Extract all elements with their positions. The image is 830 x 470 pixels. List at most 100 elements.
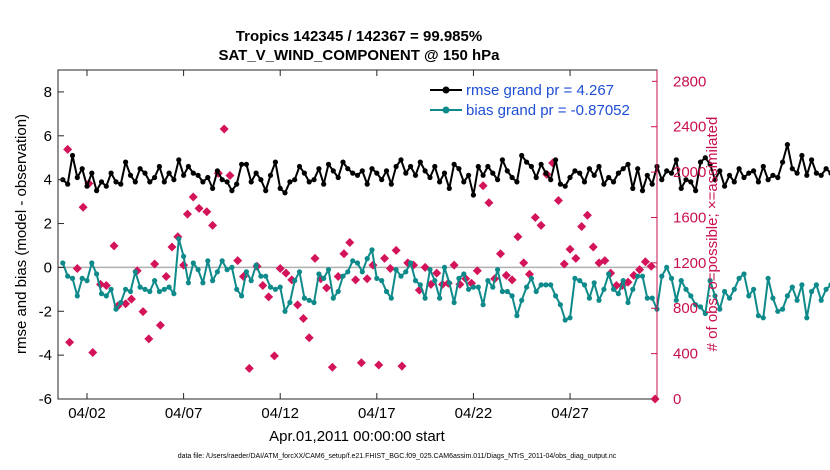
rmse-point bbox=[263, 188, 269, 194]
rmse-point bbox=[451, 161, 457, 167]
bias-point bbox=[263, 273, 269, 279]
obs-count-point bbox=[225, 171, 235, 181]
rmse-point bbox=[784, 142, 791, 148]
bias-point bbox=[813, 282, 820, 288]
rmse-point bbox=[239, 161, 245, 167]
legend-box bbox=[426, 78, 652, 120]
rmse-point bbox=[79, 166, 85, 172]
rmse-point bbox=[519, 152, 525, 159]
bias-point bbox=[490, 284, 496, 290]
bias-point bbox=[610, 286, 617, 292]
rmse-series bbox=[60, 142, 830, 198]
y-right-tick-label: 2400 bbox=[673, 119, 706, 136]
obs-count-point bbox=[640, 257, 650, 267]
bias-point bbox=[717, 306, 723, 312]
rmse-point bbox=[403, 170, 409, 176]
rmse-point bbox=[364, 181, 370, 187]
rmse-point bbox=[760, 163, 766, 170]
obs-count-point bbox=[432, 268, 442, 278]
obs-count-point bbox=[420, 262, 430, 272]
bias-point bbox=[205, 258, 211, 264]
obs-count-point bbox=[577, 222, 587, 232]
obs-count-point bbox=[519, 258, 529, 268]
rmse-point bbox=[422, 168, 428, 174]
rmse-point bbox=[722, 183, 728, 189]
bias-point bbox=[818, 297, 824, 303]
bias-point bbox=[697, 304, 704, 310]
obs-count-point bbox=[167, 242, 177, 252]
rmse-point bbox=[412, 172, 419, 178]
bias-point bbox=[147, 288, 153, 295]
obs-count-point bbox=[646, 261, 656, 271]
rmse-point bbox=[306, 179, 312, 185]
bias-point bbox=[306, 297, 312, 303]
bias-point bbox=[475, 284, 481, 290]
rmse-point bbox=[229, 188, 235, 194]
bias-point bbox=[345, 269, 351, 275]
obs-count-point bbox=[202, 207, 212, 217]
obs-count-point bbox=[559, 259, 569, 269]
rmse-point bbox=[485, 163, 491, 170]
rmse-point bbox=[142, 170, 148, 176]
bias-point bbox=[219, 258, 225, 264]
bias-point bbox=[451, 299, 457, 306]
bias-point bbox=[678, 278, 684, 284]
rmse-point bbox=[668, 170, 675, 176]
obs-count-point bbox=[150, 259, 160, 269]
rmse-point bbox=[388, 181, 394, 187]
bias-point bbox=[485, 278, 491, 284]
bias-point bbox=[321, 275, 327, 281]
rmse-point bbox=[181, 172, 187, 178]
bias-point bbox=[190, 260, 196, 266]
obs-count-point bbox=[501, 270, 511, 280]
rmse-point bbox=[673, 157, 679, 163]
bias-point bbox=[248, 278, 254, 284]
rmse-point bbox=[717, 168, 723, 174]
x-axis: 04/02 04/07 04/12 04/17 04/22 04/27 bbox=[68, 70, 589, 422]
obs-count-point bbox=[304, 333, 314, 343]
rmse-point bbox=[659, 177, 665, 183]
obs-count-point bbox=[219, 124, 229, 134]
rmse-point bbox=[775, 174, 781, 181]
rmse-point bbox=[804, 172, 810, 178]
bias-point bbox=[543, 282, 549, 288]
rmse-point bbox=[509, 174, 515, 181]
rmse-point bbox=[243, 161, 249, 167]
rmse-point bbox=[69, 152, 76, 159]
bias-point bbox=[84, 278, 90, 284]
obs-count-point bbox=[478, 181, 488, 191]
x-tick-label: 04/27 bbox=[551, 405, 589, 422]
obs-count-point bbox=[101, 281, 111, 291]
rmse-point bbox=[615, 170, 622, 176]
rmse-point bbox=[171, 177, 177, 183]
rmse-point bbox=[504, 168, 510, 174]
bias-point bbox=[630, 286, 636, 292]
bias-point bbox=[132, 269, 138, 275]
rmse-point bbox=[548, 177, 554, 183]
obs-count-point bbox=[327, 362, 337, 372]
y-tick-label: 4 bbox=[44, 172, 52, 189]
obs-count-point bbox=[333, 271, 343, 281]
rmse-point bbox=[437, 179, 443, 185]
y-right-tick-label: 1200 bbox=[673, 255, 706, 272]
rmse-point bbox=[620, 166, 626, 172]
bias-point bbox=[127, 288, 134, 295]
right-y-axis: 0 400 800 1200 1600 2000 2400 2800 bbox=[651, 70, 706, 408]
bias-point bbox=[581, 282, 588, 288]
bias-point bbox=[441, 264, 448, 270]
bias-point bbox=[639, 273, 646, 279]
obs-count-point bbox=[571, 253, 581, 263]
bias-point bbox=[770, 295, 776, 301]
bias-point bbox=[606, 271, 612, 277]
rmse-point bbox=[272, 159, 278, 165]
x-tick-label: 04/17 bbox=[358, 405, 396, 422]
bias-point bbox=[480, 302, 486, 308]
bias-point bbox=[765, 275, 771, 281]
rmse-point bbox=[755, 179, 762, 185]
bias-point bbox=[823, 286, 829, 292]
bias-point bbox=[374, 275, 380, 281]
bias-point bbox=[282, 308, 288, 314]
bias-point bbox=[712, 293, 718, 299]
rmse-point bbox=[379, 177, 385, 183]
bias-point bbox=[200, 280, 206, 286]
